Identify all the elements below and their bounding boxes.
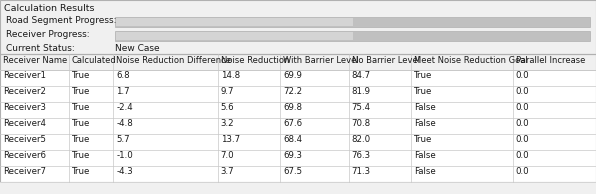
Text: 1.7: 1.7 [116,87,130,96]
Bar [115,17,590,27]
Text: False: False [414,120,436,128]
Text: Calculation Results: Calculation Results [4,4,95,13]
Text: 3.2: 3.2 [221,120,234,128]
Text: 0.0: 0.0 [516,104,529,113]
Text: 69.8: 69.8 [283,104,302,113]
Text: 5.6: 5.6 [221,104,234,113]
Text: 67.5: 67.5 [283,167,302,177]
Text: Receiver Name: Receiver Name [3,56,67,65]
Text: 75.4: 75.4 [352,104,371,113]
Text: 5.7: 5.7 [116,135,130,145]
Text: 69.3: 69.3 [283,152,302,160]
Text: 0.0: 0.0 [516,72,529,81]
Text: 13.7: 13.7 [221,135,240,145]
Text: Receiver7: Receiver7 [3,167,46,177]
Text: 71.3: 71.3 [352,167,371,177]
Text: 82.0: 82.0 [352,135,371,145]
Text: Noise Reduction Difference: Noise Reduction Difference [116,56,231,65]
Text: False: False [414,152,436,160]
Text: 81.9: 81.9 [352,87,371,96]
Text: Receiver4: Receiver4 [3,120,46,128]
Text: 70.8: 70.8 [352,120,371,128]
Bar [116,32,352,40]
Text: Receiver6: Receiver6 [3,152,46,160]
Text: True: True [72,167,90,177]
Text: 6.8: 6.8 [116,72,130,81]
Text: 84.7: 84.7 [352,72,371,81]
Bar [116,18,352,26]
Text: Road Segment Progress:: Road Segment Progress: [6,16,116,25]
Text: False: False [414,167,436,177]
Text: True: True [72,87,90,96]
Text: 72.2: 72.2 [283,87,302,96]
Text: 76.3: 76.3 [352,152,371,160]
Text: 0.0: 0.0 [516,152,529,160]
Bar [0,54,596,70]
Text: True: True [72,120,90,128]
Text: True: True [414,72,433,81]
Text: 67.6: 67.6 [283,120,302,128]
Text: -2.4: -2.4 [116,104,133,113]
Text: Receiver Progress:: Receiver Progress: [6,30,89,39]
Text: -4.8: -4.8 [116,120,133,128]
Text: True: True [414,87,433,96]
Text: 14.8: 14.8 [221,72,240,81]
Text: Receiver5: Receiver5 [3,135,46,145]
Text: Calculated: Calculated [72,56,116,65]
Text: 3.7: 3.7 [221,167,234,177]
Bar [115,31,590,41]
Text: -1.0: -1.0 [116,152,133,160]
Text: Receiver2: Receiver2 [3,87,46,96]
Text: True: True [414,135,433,145]
Text: 0.0: 0.0 [516,135,529,145]
Text: 0.0: 0.0 [516,87,529,96]
Text: True: True [72,152,90,160]
Text: True: True [72,72,90,81]
Text: 7.0: 7.0 [221,152,234,160]
Text: Parallel Increase: Parallel Increase [516,56,585,65]
Text: With Barrier Level: With Barrier Level [283,56,359,65]
Text: Receiver1: Receiver1 [3,72,46,81]
Text: No Barrier Level: No Barrier Level [352,56,420,65]
Bar [0,182,596,194]
Text: New Case: New Case [115,44,160,53]
Text: True: True [72,104,90,113]
Bar [0,54,596,182]
Text: 9.7: 9.7 [221,87,234,96]
Text: Current Status:: Current Status: [6,44,74,53]
Text: Receiver3: Receiver3 [3,104,46,113]
Bar [0,54,596,182]
Text: -4.3: -4.3 [116,167,133,177]
Text: True: True [72,135,90,145]
Text: Noise Reduction: Noise Reduction [221,56,289,65]
Text: 0.0: 0.0 [516,120,529,128]
Text: 69.9: 69.9 [283,72,302,81]
Text: Meet Noise Reduction Goal: Meet Noise Reduction Goal [414,56,528,65]
Text: 68.4: 68.4 [283,135,302,145]
Text: 0.0: 0.0 [516,167,529,177]
Text: False: False [414,104,436,113]
